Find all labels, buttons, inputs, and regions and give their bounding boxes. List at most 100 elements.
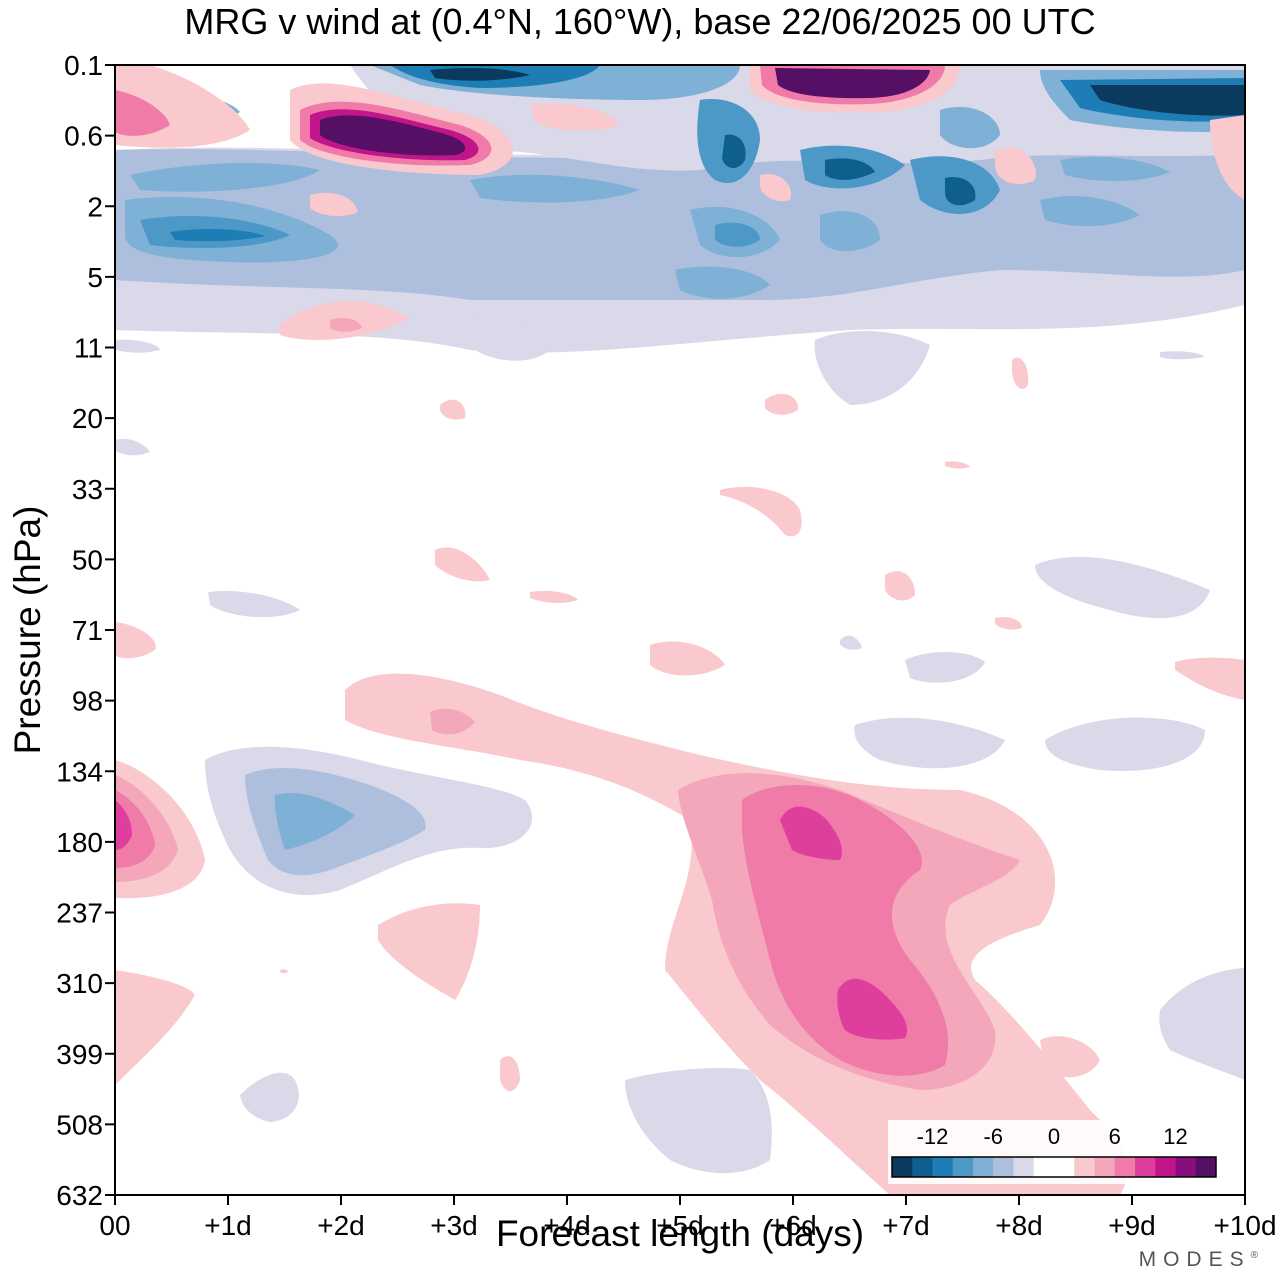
colorbar-border [891, 1156, 1217, 1178]
x-tick-label: +4d [543, 1210, 591, 1241]
x-tick-label: +2d [317, 1210, 365, 1241]
x-tick-label: +3d [430, 1210, 478, 1241]
colorbar-tick-label: 12 [1163, 1124, 1187, 1149]
contour-pos-4 [1040, 1036, 1100, 1078]
colorbar-cell [1013, 1157, 1035, 1177]
contour-neg-2 [1159, 968, 1245, 1080]
contour-neg-10 [170, 229, 265, 242]
colorbar-cell [892, 1157, 913, 1177]
y-tick-label: 98 [72, 686, 103, 717]
contour-pos-4 [995, 617, 1022, 630]
contour-pos-8 [115, 90, 170, 136]
colorbar-cell [1195, 1157, 1217, 1177]
y-tick-label: 33 [72, 474, 103, 505]
contour-neg-6 [1060, 156, 1170, 181]
contour-pos-8 [115, 790, 155, 868]
colorbar-cell [1094, 1157, 1116, 1177]
contour-neg-6 [675, 266, 770, 299]
x-tick-label: +5d [656, 1210, 704, 1241]
x-tick-label: +1d [204, 1210, 252, 1241]
y-tick-label: 310 [56, 968, 103, 999]
contour-pos-10 [115, 800, 132, 850]
contour-pos-4 [1175, 657, 1245, 700]
contour-neg-2 [115, 339, 160, 353]
contour-pos-4 [1012, 357, 1029, 390]
contour-pos-4 [378, 903, 480, 1000]
colorbar-cell [973, 1157, 994, 1177]
contour-neg-2 [240, 1072, 299, 1122]
y-tick-label: 50 [72, 544, 103, 575]
y-tick-label: 2 [87, 191, 103, 222]
contour-pos-4 [115, 970, 195, 1085]
y-axis: 0.1 0.6 2 5 11 20 33 50 71 98 134 180 237 310 399 508 63… [56, 50, 115, 1211]
contour-neg-14 [430, 67, 530, 81]
contour-neg-2 [840, 635, 862, 650]
contour-pos-4 [720, 486, 802, 537]
contour-neg-2 [1035, 556, 1210, 619]
contour-neg-12 [825, 158, 875, 180]
x-axis: 00 +1d +2d +3d +4d +5d +6d +7d +8d +9d +10d [99, 1195, 1277, 1241]
colorbar-tick-label: 6 [1109, 1124, 1121, 1149]
troposphere-contours [115, 461, 1245, 1195]
y-tick-label: 134 [56, 756, 103, 787]
y-tick-label: 180 [56, 827, 103, 858]
y-tick-label: 20 [72, 403, 103, 434]
contour-neg-6 [820, 211, 880, 252]
colorbar-cell [1155, 1157, 1176, 1177]
contour-neg-14 [1090, 85, 1245, 116]
contour-pos-10 [837, 978, 908, 1040]
contour-neg-8 [715, 222, 760, 247]
contour-neg-6 [470, 174, 640, 203]
contour-neg-2 [470, 316, 555, 361]
contour-pos-4 [310, 192, 358, 217]
colorbar-cell [1033, 1157, 1055, 1177]
contour-pos-4 [530, 103, 620, 131]
colorbar-cell [1135, 1157, 1156, 1177]
contour-neg-12 [945, 177, 976, 206]
contour-neg-6 [1040, 195, 1140, 227]
contour-neg-12 [722, 134, 746, 169]
contour-pos-4 [945, 461, 970, 469]
y-tick-label: 237 [56, 898, 103, 929]
y-tick-label: 0.6 [64, 121, 103, 152]
x-tick-label: +9d [1108, 1210, 1156, 1241]
contour-pos-4 [280, 969, 288, 974]
contour-pos-4 [500, 1056, 520, 1092]
chart-title: MRG v wind at (0.4°N, 160°W), base 22/06… [184, 1, 1096, 42]
x-tick-label: +7d [882, 1210, 930, 1241]
contour-pos-10 [780, 806, 842, 860]
x-tick-label: +6d [769, 1210, 817, 1241]
colorbar-cell [993, 1157, 1014, 1177]
contour-pos-4 [435, 547, 490, 582]
contour-neg-2 [625, 1068, 772, 1174]
contour-field [115, 65, 1245, 1195]
contour-pos-4 [760, 174, 791, 202]
colorbar-cell [1054, 1157, 1075, 1177]
colorbar-cell [1114, 1157, 1136, 1177]
colorbar-cell [912, 1157, 933, 1177]
contour-neg-6 [274, 792, 355, 850]
colorbar-cell [1074, 1157, 1095, 1177]
contour-pos-4 [995, 147, 1036, 185]
x-tick-label: 00 [99, 1210, 130, 1241]
y-tick-label: 5 [87, 262, 103, 293]
y-tick-label: 508 [56, 1109, 103, 1140]
contour-neg-2 [1160, 351, 1205, 360]
contour-pos-4 [440, 399, 466, 420]
contour-pos-4 [1210, 115, 1245, 200]
stratosphere-contours [115, 65, 1245, 456]
y-tick-label: 0.1 [64, 50, 103, 81]
brand-name: MODES [1138, 1248, 1251, 1271]
contour-neg-2 [208, 590, 300, 618]
y-tick-label: 632 [56, 1180, 103, 1211]
contour-pos-6 [330, 317, 362, 332]
x-axis-label: Forecast length (days) [495, 1213, 865, 1254]
y-axis-label: Pressure (hPa) [7, 505, 48, 755]
contour-neg-2 [905, 651, 985, 683]
colorbar-tick-label: -6 [983, 1124, 1003, 1149]
colorbar-cell [932, 1157, 954, 1177]
y-tick-label: 399 [56, 1039, 103, 1070]
contour-neg-2 [115, 438, 150, 456]
colorbar: -12 -6 0 6 12 [888, 1120, 1220, 1184]
